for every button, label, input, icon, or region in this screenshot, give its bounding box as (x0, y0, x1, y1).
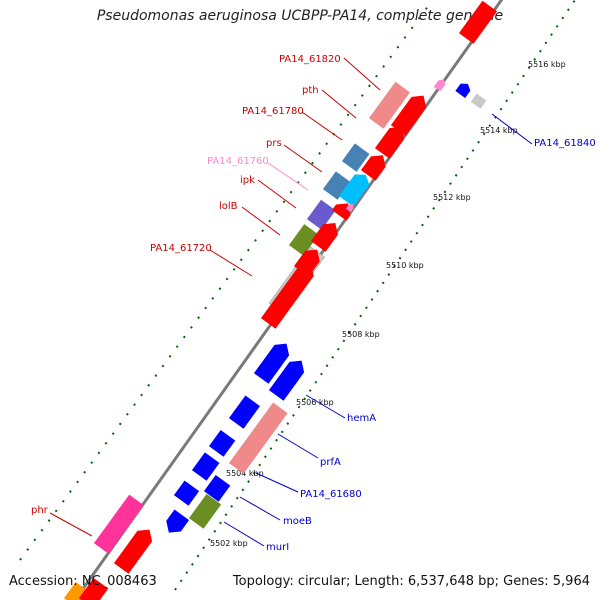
gene-label[interactable]: PA14_61780 (242, 106, 304, 117)
gene-blue-d[interactable] (173, 480, 200, 506)
tick-label: 5508 kbp (342, 330, 380, 339)
gene-prs[interactable] (341, 143, 370, 172)
gene-label[interactable]: moeB (283, 516, 312, 527)
gene-label[interactable]: PA14_61680 (300, 489, 362, 500)
gene-red-5[interactable] (360, 150, 390, 181)
gene-blue-c[interactable] (191, 452, 220, 481)
tick-label: 5510 kbp (386, 261, 424, 270)
leader-lines (49, 57, 533, 547)
accession-text: Accession: NC_008463 (9, 574, 157, 589)
gene-blue-e[interactable] (162, 509, 190, 538)
gene-blue-b[interactable] (208, 429, 236, 457)
tick-label: 5516 kbp (528, 60, 566, 69)
map-title: Pseudomonas aeruginosa UCBPP-PA14, compl… (96, 8, 504, 24)
gene-pink-small[interactable] (433, 77, 448, 92)
tick-track (174, 0, 576, 591)
gene-cyan[interactable] (338, 169, 373, 207)
gene-lolB[interactable] (288, 224, 319, 256)
gene-red-7[interactable] (390, 90, 431, 136)
tick-labels: 5502 kbp 5504 kbp 5506 kbp 5508 kbp 5510 kbp… (210, 60, 566, 548)
gene-PA14_61680[interactable] (203, 474, 231, 502)
gene-PA14_61840[interactable] (455, 80, 472, 98)
gene-prfA[interactable] (228, 402, 288, 474)
gene-pink-small-2[interactable] (345, 202, 356, 213)
gene-top-red[interactable] (458, 0, 498, 44)
right-gene-labels: PA14_61840 hemA prfA PA14_61680 moeB murI (266, 138, 596, 553)
gene-PA14_61760[interactable] (322, 171, 351, 200)
gene-red-phr-outer[interactable] (113, 524, 157, 574)
gene-ipk[interactable] (306, 199, 336, 230)
gene-red-6[interactable] (374, 121, 409, 159)
gene-label[interactable]: prfA (320, 457, 341, 468)
gene-label[interactable]: ipk (240, 175, 255, 186)
tick-label: 5514 kbp (480, 126, 518, 135)
gene-hemA[interactable] (268, 355, 309, 401)
tick-label: 5506 kbp (296, 398, 334, 407)
gene-blue-a[interactable] (228, 395, 260, 429)
gene-label[interactable]: PA14_61720 (150, 243, 212, 254)
gene-pth[interactable] (368, 81, 410, 129)
tick-label: 5502 kbp (210, 539, 248, 548)
gene-hemA-inner[interactable] (253, 338, 294, 384)
gene-gray-small[interactable] (470, 93, 487, 109)
gene-red-2[interactable] (293, 244, 324, 277)
gene-label[interactable]: murI (266, 542, 289, 553)
gene-red-4[interactable] (331, 198, 355, 221)
gene-label[interactable]: lolB (219, 201, 238, 212)
gene-red-3[interactable] (310, 218, 343, 252)
gene-track-outer (78, 77, 487, 600)
gene-red-bottom[interactable] (78, 577, 109, 600)
gene-label[interactable]: hemA (347, 413, 376, 424)
gene-red-1[interactable] (260, 259, 318, 329)
gene-label[interactable]: PA14_61760 (207, 156, 269, 167)
tick-label: 5504 kbp (226, 469, 264, 478)
gene-phr[interactable] (93, 494, 144, 554)
gene-moeB[interactable] (188, 493, 222, 529)
gene-label[interactable]: phr (31, 505, 49, 516)
gene-label[interactable]: PA14_61840 (534, 138, 596, 149)
gene-label[interactable]: pth (302, 85, 319, 96)
tick-label: 5512 kbp (433, 193, 471, 202)
gene-orange[interactable] (63, 581, 91, 600)
gene-label[interactable]: prs (266, 138, 282, 149)
topology-text: Topology: circular; Length: 6,537,648 bp… (232, 574, 590, 589)
gene-label[interactable]: PA14_61820 (279, 54, 341, 65)
